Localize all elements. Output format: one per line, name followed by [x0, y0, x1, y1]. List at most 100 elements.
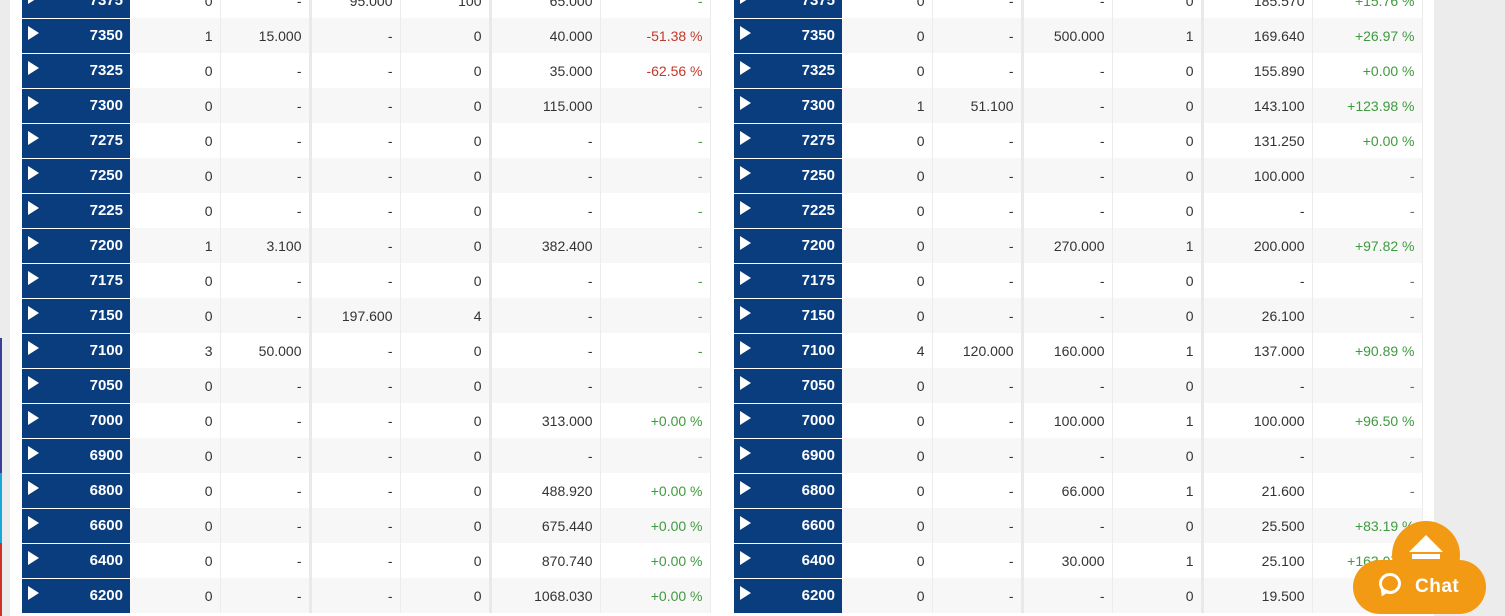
- play-triangle-icon[interactable]: [28, 95, 39, 110]
- strike-cell[interactable]: 7350: [22, 18, 130, 54]
- open-interest-cell: 1: [1112, 473, 1204, 508]
- play-triangle-icon[interactable]: [28, 165, 39, 180]
- strike-cell[interactable]: 7150: [734, 298, 842, 334]
- strike-cell[interactable]: 7000: [734, 403, 842, 439]
- bid-cell: 3.100: [220, 228, 312, 263]
- strike-cell[interactable]: 7200: [22, 228, 130, 264]
- strike-cell[interactable]: 6900: [734, 438, 842, 474]
- open-interest-cell: 0: [1112, 438, 1204, 473]
- strike-cell[interactable]: 7275: [22, 123, 130, 159]
- play-triangle-icon[interactable]: [740, 60, 751, 75]
- strike-cell[interactable]: 7300: [22, 88, 130, 124]
- strike-cell[interactable]: 7350: [734, 18, 842, 54]
- play-triangle-icon[interactable]: [28, 305, 39, 320]
- change-cell: +15.76 %: [1312, 0, 1423, 18]
- strike-cell[interactable]: 7050: [22, 368, 130, 404]
- strike-cell[interactable]: 7175: [22, 263, 130, 299]
- volume-cell: 0: [842, 228, 933, 263]
- strike-cell[interactable]: 7250: [734, 158, 842, 194]
- play-triangle-icon[interactable]: [740, 130, 751, 145]
- play-triangle-icon[interactable]: [28, 0, 39, 4]
- strike-cell[interactable]: 6200: [734, 578, 842, 614]
- strike-cell[interactable]: 7200: [734, 228, 842, 264]
- strike-cell[interactable]: 7375: [734, 0, 842, 19]
- play-triangle-icon[interactable]: [28, 130, 39, 145]
- change-cell: +0.00 %: [600, 403, 711, 438]
- play-triangle-icon[interactable]: [28, 480, 39, 495]
- play-triangle-icon[interactable]: [740, 95, 751, 110]
- play-triangle-icon[interactable]: [28, 235, 39, 250]
- play-triangle-icon[interactable]: [28, 445, 39, 460]
- strike-label: 6400: [89, 552, 123, 569]
- strike-cell[interactable]: 7050: [734, 368, 842, 404]
- change-cell: +90.89 %: [1312, 333, 1423, 368]
- bid-cell: -: [932, 193, 1024, 228]
- play-triangle-icon[interactable]: [28, 375, 39, 390]
- play-triangle-icon[interactable]: [740, 165, 751, 180]
- strike-cell[interactable]: 7225: [734, 193, 842, 229]
- strike-cell[interactable]: 7100: [22, 333, 130, 369]
- last-price-cell: -: [490, 368, 601, 403]
- play-triangle-icon[interactable]: [740, 0, 751, 4]
- play-triangle-icon[interactable]: [740, 270, 751, 285]
- play-triangle-icon[interactable]: [740, 25, 751, 40]
- play-triangle-icon[interactable]: [740, 305, 751, 320]
- strike-cell[interactable]: 7175: [734, 263, 842, 299]
- strike-cell[interactable]: 6600: [22, 508, 130, 544]
- chat-button[interactable]: Chat: [1353, 560, 1486, 614]
- play-triangle-icon[interactable]: [28, 410, 39, 425]
- play-triangle-icon[interactable]: [28, 60, 39, 75]
- strike-label: 7100: [89, 342, 123, 359]
- play-triangle-icon[interactable]: [740, 480, 751, 495]
- strike-cell[interactable]: 7375: [22, 0, 130, 19]
- strike-cell[interactable]: 6800: [734, 473, 842, 509]
- strike-cell[interactable]: 7325: [734, 53, 842, 89]
- play-triangle-icon[interactable]: [740, 585, 751, 600]
- strike-cell[interactable]: 7000: [22, 403, 130, 439]
- puts-table: 7375 0- -0 185.570 +15.76 % 7350 0-500.000 1 169…: [734, 0, 1423, 614]
- play-triangle-icon[interactable]: [28, 550, 39, 565]
- strike-label: 7225: [89, 202, 123, 219]
- bid-cell: -: [932, 543, 1024, 578]
- play-triangle-icon[interactable]: [28, 340, 39, 355]
- ask-cell: -: [1022, 193, 1113, 228]
- strike-cell[interactable]: 7225: [22, 193, 130, 229]
- strike-cell[interactable]: 6600: [734, 508, 842, 544]
- play-triangle-icon[interactable]: [28, 515, 39, 530]
- strike-cell[interactable]: 6200: [22, 578, 130, 614]
- volume-cell: 0: [842, 18, 933, 53]
- last-price-cell: 143.100: [1202, 88, 1313, 123]
- open-interest-cell: 0: [1112, 53, 1204, 88]
- puts-row: 7000 0-100.000 1 100.000 +96.50 %: [734, 403, 1423, 439]
- play-triangle-icon[interactable]: [740, 515, 751, 530]
- play-triangle-icon[interactable]: [740, 235, 751, 250]
- strike-cell[interactable]: 6400: [734, 543, 842, 579]
- play-triangle-icon[interactable]: [28, 200, 39, 215]
- change-cell: -: [600, 438, 711, 473]
- strike-cell[interactable]: 7100: [734, 333, 842, 369]
- strike-cell[interactable]: 7150: [22, 298, 130, 334]
- play-triangle-icon[interactable]: [740, 200, 751, 215]
- play-triangle-icon[interactable]: [740, 375, 751, 390]
- play-triangle-icon[interactable]: [28, 270, 39, 285]
- strike-cell[interactable]: 6800: [22, 473, 130, 509]
- play-triangle-icon[interactable]: [740, 445, 751, 460]
- calls-row: 7250 0- -0- -: [22, 158, 711, 194]
- strike-cell[interactable]: 6400: [22, 543, 130, 579]
- play-triangle-icon[interactable]: [740, 340, 751, 355]
- bid-cell: -: [220, 578, 312, 613]
- strike-cell[interactable]: 7275: [734, 123, 842, 159]
- strike-cell[interactable]: 7250: [22, 158, 130, 194]
- play-triangle-icon[interactable]: [28, 585, 39, 600]
- play-triangle-icon[interactable]: [740, 550, 751, 565]
- change-cell: +123.98 %: [1312, 88, 1423, 123]
- volume-cell: 0: [842, 123, 933, 158]
- calls-row: 6600 0- -0 675.440 +0.00 %: [22, 508, 711, 544]
- strike-cell[interactable]: 7325: [22, 53, 130, 89]
- strike-cell[interactable]: 6900: [22, 438, 130, 474]
- volume-cell: 0: [130, 438, 221, 473]
- play-triangle-icon[interactable]: [28, 25, 39, 40]
- ask-cell: -: [1022, 263, 1113, 298]
- strike-cell[interactable]: 7300: [734, 88, 842, 124]
- play-triangle-icon[interactable]: [740, 410, 751, 425]
